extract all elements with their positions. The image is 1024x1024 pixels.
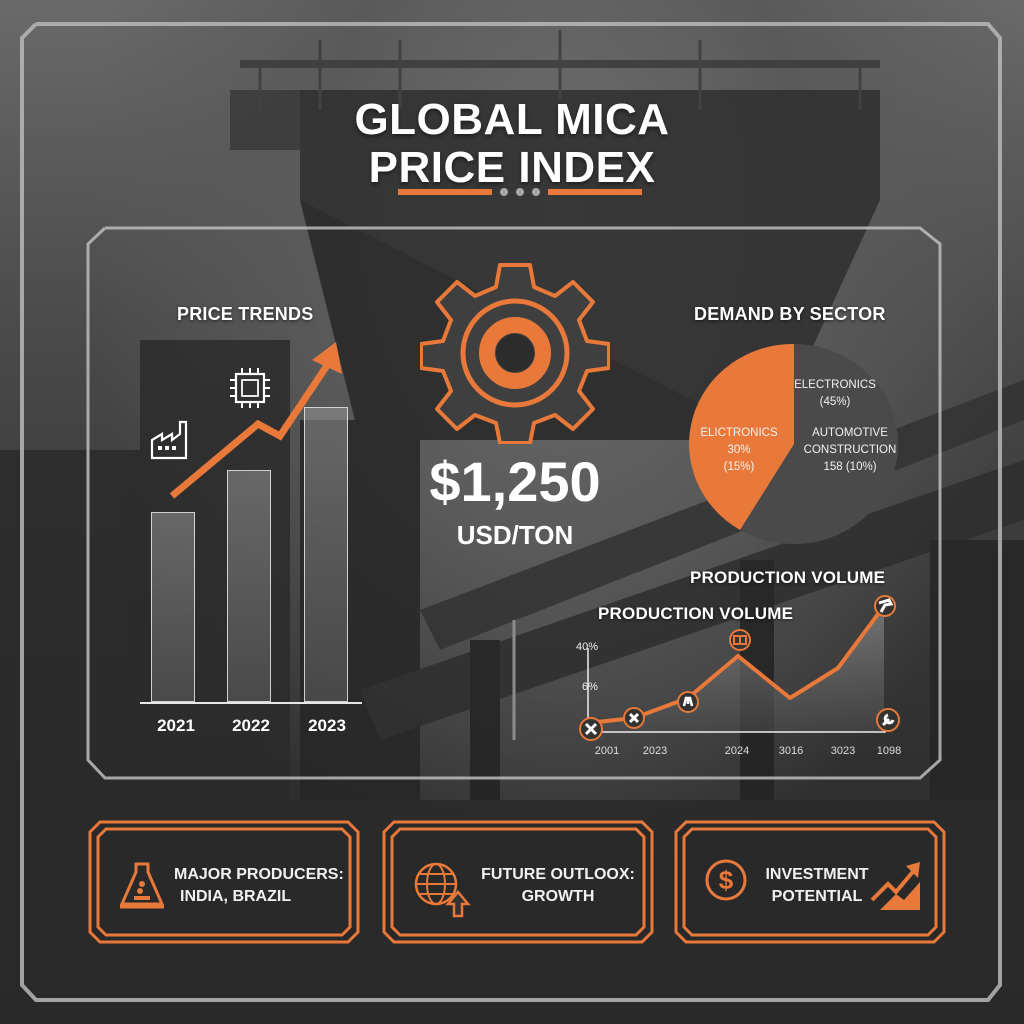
title-line-2: PRICE INDEX <box>368 143 656 192</box>
growth-chart-icon <box>870 862 920 910</box>
chip-icon <box>230 368 270 408</box>
headline-price-value: $1,250 <box>429 450 601 513</box>
marker-close-icon[interactable] <box>578 716 604 742</box>
dollar-icon: $ <box>705 859 747 901</box>
card-line-1: FUTURE OUTLOOX: <box>481 866 635 883</box>
card-investment-potential[interactable]: $ INVESTMENT POTENTIAL <box>674 820 946 944</box>
card-major-producers[interactable]: MAJOR PRODUCERS: INDIA, BRAZIL <box>88 820 360 944</box>
page-title: GLOBAL MICA PRICE INDEX <box>0 96 1024 192</box>
x-tick: 3016 <box>778 745 804 757</box>
pie-label-line: AUTOMOTIVE <box>812 427 888 439</box>
card-text: MAJOR PRODUCERS: INDIA, BRAZIL <box>174 864 344 908</box>
pie-label-pct: (45%) <box>819 396 851 408</box>
card-line-1: MAJOR PRODUCERS: <box>174 866 344 883</box>
x-tick: 2023 <box>642 745 668 757</box>
marker-pickaxe-icon[interactable] <box>676 690 700 714</box>
pie-label-electronics-30: ELICTRONICS 30% (15%) <box>694 425 784 476</box>
pie-label-line: 158 (10%) <box>823 461 877 473</box>
divider-bar-right <box>548 189 642 195</box>
globe-up-icon <box>414 862 471 918</box>
card-line-1: INVESTMENT <box>765 866 869 883</box>
title-divider <box>398 187 642 197</box>
pie-label-sub: (15%) <box>723 461 755 473</box>
card-line-2: POTENTIAL <box>771 888 863 905</box>
x-tick: 2001 <box>594 745 620 757</box>
divider-dot <box>516 188 524 196</box>
headline-price-unit: USD/TON <box>456 520 574 550</box>
card-text: INVESTMENT POTENTIAL <box>762 864 872 908</box>
pie-label-name: ELICTRONICS <box>700 427 778 439</box>
gear-icon <box>420 263 610 444</box>
x-tick: 2024 <box>724 745 750 757</box>
x-label-2022: 2022 <box>232 716 270 735</box>
pie-label-electronics-45: ELECTRONICS (45%) <box>790 377 880 411</box>
marker-box-icon[interactable] <box>728 628 752 652</box>
x-tick: 1098 <box>876 745 902 757</box>
card-line-2: INDIA, BRAZIL <box>180 888 292 905</box>
svg-text:$: $ <box>719 865 734 895</box>
divider-dot <box>532 188 540 196</box>
x-axis-line <box>140 702 362 704</box>
card-text: FUTURE OUTLOOX: GROWTH <box>478 864 638 908</box>
price-trends-label: PRICE TRENDS <box>177 304 314 324</box>
pie-label-pct: 30% <box>727 444 751 456</box>
marker-tools-icon[interactable] <box>622 706 646 730</box>
divider-bar-left <box>398 189 492 195</box>
x-label-2021: 2021 <box>157 716 195 735</box>
factory-icon <box>150 420 188 460</box>
marker-hammer-icon[interactable] <box>873 594 897 618</box>
production-volume-label-top: PRODUCTION VOLUME <box>690 568 886 587</box>
card-line-2: GROWTH <box>521 888 595 905</box>
demand-by-sector-label: DEMAND BY SECTOR <box>694 304 886 324</box>
pie-label-automotive-construction: AUTOMOTIVE CONSTRUCTION 158 (10%) <box>800 425 900 476</box>
x-tick: 3023 <box>830 745 856 757</box>
marker-wrench-icon[interactable] <box>875 707 901 733</box>
divider-dot <box>500 188 508 196</box>
bar-2021[interactable] <box>151 512 195 702</box>
title-line-1: GLOBAL MICA <box>354 95 670 144</box>
mine-cone-icon <box>119 862 165 909</box>
x-label-2023: 2023 <box>308 716 346 735</box>
pie-label-name: ELECTRONICS <box>794 379 876 391</box>
card-future-outlook[interactable]: FUTURE OUTLOOX: GROWTH <box>382 820 654 944</box>
pie-label-line: CONSTRUCTION <box>803 444 897 456</box>
production-area-chart <box>587 604 886 733</box>
